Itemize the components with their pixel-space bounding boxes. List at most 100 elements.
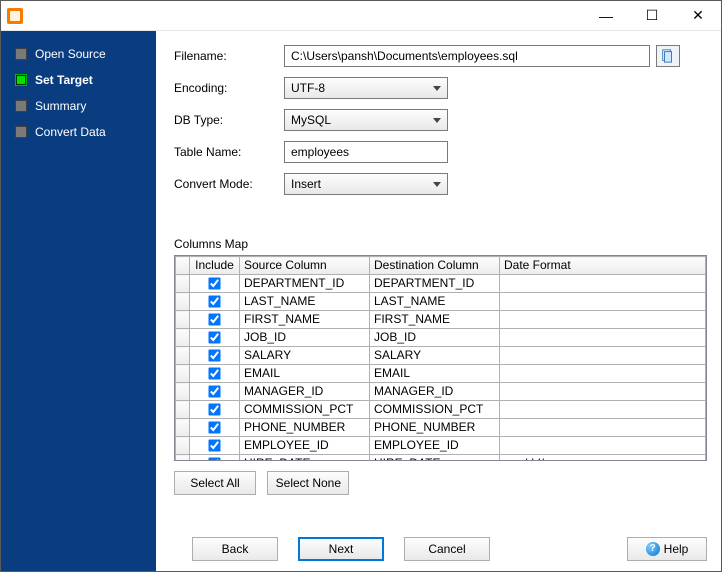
cell-dateformat[interactable] [500, 437, 706, 455]
cell-dateformat[interactable] [500, 383, 706, 401]
table-row[interactable]: EMPLOYEE_IDEMPLOYEE_ID [176, 437, 706, 455]
cell-source[interactable]: JOB_ID [240, 329, 370, 347]
include-checkbox[interactable] [208, 386, 220, 398]
encoding-select-value: UTF-8 [291, 81, 325, 95]
cell-destination[interactable]: EMPLOYEE_ID [370, 437, 500, 455]
cell-destination[interactable]: SALARY [370, 347, 500, 365]
browse-file-button[interactable] [656, 45, 680, 67]
cell-dateformat[interactable] [500, 419, 706, 437]
cell-include [190, 293, 240, 311]
maximize-button[interactable]: ☐ [629, 1, 675, 30]
include-checkbox[interactable] [208, 440, 220, 452]
cell-source[interactable]: EMAIL [240, 365, 370, 383]
table-row[interactable]: PHONE_NUMBERPHONE_NUMBER [176, 419, 706, 437]
table-row[interactable]: JOB_IDJOB_ID [176, 329, 706, 347]
cell-destination[interactable]: FIRST_NAME [370, 311, 500, 329]
cell-dateformat[interactable]: mm/dd/yyyy [500, 455, 706, 462]
table-row[interactable]: FIRST_NAMEFIRST_NAME [176, 311, 706, 329]
header-source[interactable]: Source Column [240, 257, 370, 275]
row-header-cell[interactable] [176, 455, 190, 462]
columns-map-label: Columns Map [174, 237, 707, 251]
row-header-cell[interactable] [176, 383, 190, 401]
cell-include [190, 401, 240, 419]
cell-source[interactable]: FIRST_NAME [240, 311, 370, 329]
cell-source[interactable]: LAST_NAME [240, 293, 370, 311]
cell-include [190, 437, 240, 455]
close-button[interactable]: ✕ [675, 1, 721, 30]
cell-destination[interactable]: MANAGER_ID [370, 383, 500, 401]
minimize-button[interactable]: — [583, 1, 629, 30]
include-checkbox[interactable] [208, 422, 220, 434]
cell-dateformat[interactable] [500, 347, 706, 365]
tablename-input[interactable] [284, 141, 448, 163]
cell-destination[interactable]: DEPARTMENT_ID [370, 275, 500, 293]
cell-destination[interactable]: PHONE_NUMBER [370, 419, 500, 437]
cell-dateformat[interactable] [500, 293, 706, 311]
table-row[interactable]: SALARYSALARY [176, 347, 706, 365]
cell-include [190, 275, 240, 293]
sidebar-step-set-target[interactable]: Set Target [5, 67, 152, 93]
filename-input[interactable] [284, 45, 650, 67]
row-header-cell[interactable] [176, 275, 190, 293]
label-encoding: Encoding: [174, 81, 284, 95]
cell-destination[interactable]: EMAIL [370, 365, 500, 383]
cancel-button[interactable]: Cancel [404, 537, 490, 561]
cell-source[interactable]: HIRE_DATE [240, 455, 370, 462]
select-all-button[interactable]: Select All [174, 471, 256, 495]
include-checkbox[interactable] [208, 278, 220, 290]
cell-source[interactable]: PHONE_NUMBER [240, 419, 370, 437]
table-row[interactable]: DEPARTMENT_IDDEPARTMENT_ID [176, 275, 706, 293]
dbtype-select[interactable]: MySQL [284, 109, 448, 131]
include-checkbox[interactable] [208, 368, 220, 380]
row-header-cell[interactable] [176, 347, 190, 365]
cell-source[interactable]: EMPLOYEE_ID [240, 437, 370, 455]
cell-source[interactable]: SALARY [240, 347, 370, 365]
help-button[interactable]: ? Help [627, 537, 707, 561]
wizard-main: Filename: Encoding: UTF-8 [156, 31, 721, 571]
table-row[interactable]: COMMISSION_PCTCOMMISSION_PCT [176, 401, 706, 419]
cell-source[interactable]: MANAGER_ID [240, 383, 370, 401]
cell-destination[interactable]: JOB_ID [370, 329, 500, 347]
include-checkbox[interactable] [208, 404, 220, 416]
cell-dateformat[interactable] [500, 401, 706, 419]
row-header-cell[interactable] [176, 437, 190, 455]
table-row[interactable]: MANAGER_IDMANAGER_ID [176, 383, 706, 401]
include-checkbox[interactable] [208, 458, 220, 461]
cell-dateformat[interactable] [500, 311, 706, 329]
include-checkbox[interactable] [208, 350, 220, 362]
sidebar-step-summary[interactable]: Summary [5, 93, 152, 119]
mode-select[interactable]: Insert [284, 173, 448, 195]
cell-dateformat[interactable] [500, 365, 706, 383]
row-header-cell[interactable] [176, 311, 190, 329]
encoding-select[interactable]: UTF-8 [284, 77, 448, 99]
include-checkbox[interactable] [208, 332, 220, 344]
step-indicator-icon [15, 74, 27, 86]
row-header-cell[interactable] [176, 419, 190, 437]
row-header-cell[interactable] [176, 329, 190, 347]
header-destination[interactable]: Destination Column [370, 257, 500, 275]
table-row[interactable]: HIRE_DATEHIRE_DATEmm/dd/yyyy [176, 455, 706, 462]
cell-dateformat[interactable] [500, 275, 706, 293]
label-filename: Filename: [174, 49, 284, 63]
document-icon [661, 49, 675, 63]
next-button[interactable]: Next [298, 537, 384, 561]
select-none-button[interactable]: Select None [267, 471, 349, 495]
back-button[interactable]: Back [192, 537, 278, 561]
sidebar-step-open-source[interactable]: Open Source [5, 41, 152, 67]
cell-source[interactable]: COMMISSION_PCT [240, 401, 370, 419]
header-include[interactable]: Include [190, 257, 240, 275]
row-header-cell[interactable] [176, 365, 190, 383]
cell-source[interactable]: DEPARTMENT_ID [240, 275, 370, 293]
cell-destination[interactable]: COMMISSION_PCT [370, 401, 500, 419]
cell-dateformat[interactable] [500, 329, 706, 347]
cell-destination[interactable]: LAST_NAME [370, 293, 500, 311]
cell-destination[interactable]: HIRE_DATE [370, 455, 500, 462]
row-header-cell[interactable] [176, 401, 190, 419]
header-dateformat[interactable]: Date Format [500, 257, 706, 275]
table-row[interactable]: EMAILEMAIL [176, 365, 706, 383]
row-header-cell[interactable] [176, 293, 190, 311]
sidebar-step-convert-data[interactable]: Convert Data [5, 119, 152, 145]
table-row[interactable]: LAST_NAMELAST_NAME [176, 293, 706, 311]
include-checkbox[interactable] [208, 314, 220, 326]
include-checkbox[interactable] [208, 296, 220, 308]
